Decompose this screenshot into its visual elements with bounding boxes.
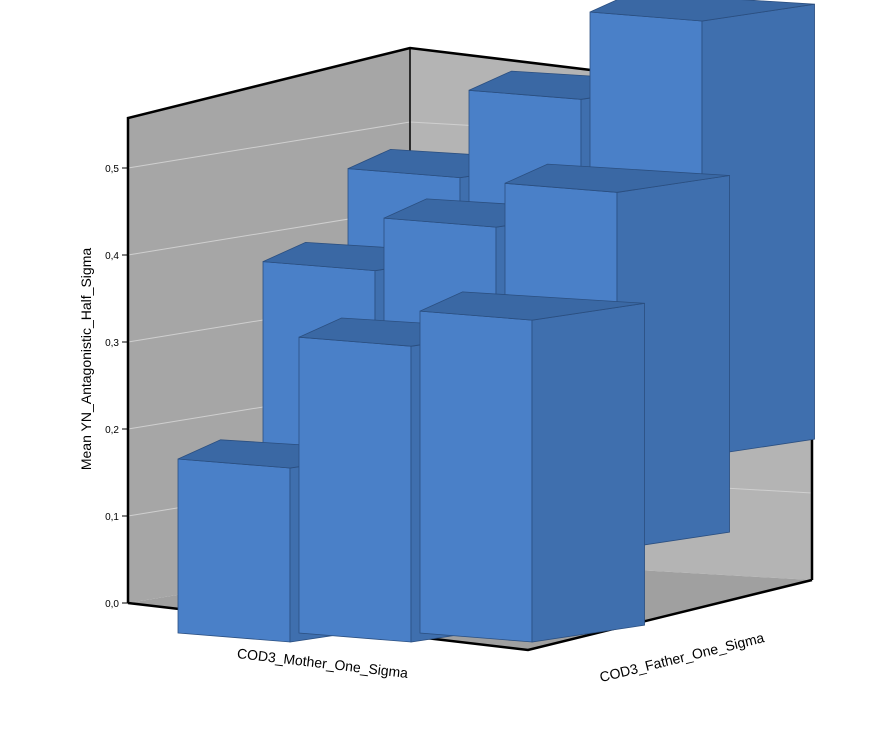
- y-tick-label: 0,5: [105, 164, 119, 175]
- y-tick-label: 0,4: [105, 251, 119, 262]
- bar-front-face: [298, 336, 412, 643]
- y-axis-ticks: 0,0 0,1 0,2 0,3 0,4 0,5: [105, 164, 128, 610]
- y-tick-label: 0,2: [105, 425, 119, 436]
- bar-top-face: [504, 163, 730, 193]
- bar: [419, 291, 645, 643]
- z-axis-title: COD3_Father_One_Sigma: [598, 629, 766, 685]
- y-tick-label: 0,3: [105, 338, 119, 349]
- bar-side-face: [531, 302, 645, 643]
- y-tick-label: 0,1: [105, 512, 119, 523]
- bar-top-face: [589, 0, 815, 22]
- bars: [177, 0, 815, 643]
- x-axis-title: COD3_Mother_One_Sigma: [236, 645, 409, 681]
- bar-top-face: [419, 291, 645, 321]
- y-tick-label: 0,0: [105, 599, 119, 610]
- y-axis-title: Mean YN_Antagonistic_Half_Sigma: [78, 248, 94, 471]
- bar-front-face: [177, 458, 291, 643]
- bar-front-face: [419, 310, 533, 643]
